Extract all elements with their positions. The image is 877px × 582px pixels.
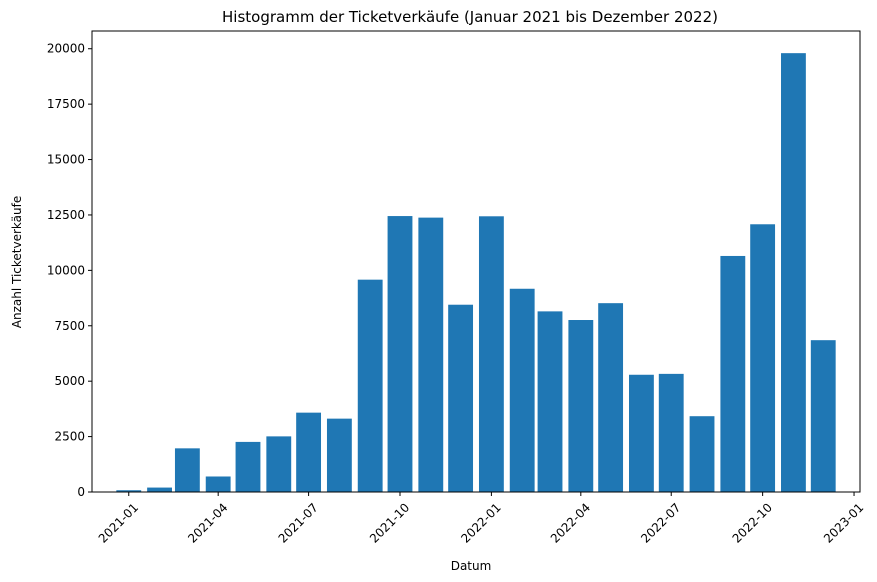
y-tick-label: 20000 [47,42,85,56]
bar [266,436,292,492]
bar [147,487,172,492]
y-tick-label: 7500 [54,319,85,333]
bar [598,303,624,492]
x-tick-label: 2021-10 [367,500,412,545]
y-tick-label: 12500 [47,208,85,222]
y-tick-label: 0 [77,485,85,499]
bar [235,441,261,492]
bar [448,304,474,492]
bar [750,224,776,492]
x-tick-label: 2021-04 [185,500,230,545]
x-tick-label: 2023-01 [821,500,866,545]
x-tick-label: 2022-07 [638,500,683,545]
bar [296,412,322,492]
bar-group [116,53,836,493]
bar [174,448,200,492]
x-tick-label: 2022-01 [458,500,503,545]
x-tick-label: 2022-10 [730,500,775,545]
bar [205,476,231,492]
bar [781,53,806,492]
x-tick-label: 2021-07 [276,500,321,545]
y-axis-label: Anzahl Ticketverkäufe [10,196,24,328]
x-tick-label: 2021-01 [96,500,141,545]
bar [810,340,836,492]
chart-title: Histogramm der Ticketverkäufe (Januar 20… [222,8,718,26]
bar [357,279,383,492]
bar [387,216,413,492]
bar [689,416,715,492]
bar [326,418,352,492]
y-tick-label: 17500 [47,97,85,111]
y-axis: 0 2500 5000 7500 10000 12500 15000 17500 20000 [47,42,92,499]
x-axis-label: Datum [451,559,492,573]
bar [509,288,535,492]
bar [478,216,504,493]
bar [568,320,594,492]
y-tick-label: 15000 [47,153,85,167]
bar [720,255,746,492]
x-axis: 2021-01 2021-04 2021-07 2021-10 2022-01 2022-… [96,492,866,546]
y-tick-label: 2500 [54,430,85,444]
bar [418,217,444,492]
bar [537,311,563,492]
plot-frame [91,30,861,493]
y-tick-label: 5000 [54,374,85,388]
bar [629,374,654,492]
bar [658,373,684,492]
x-tick-label: 2022-04 [548,500,593,545]
y-tick-label: 10000 [47,263,85,277]
bar [116,490,142,492]
